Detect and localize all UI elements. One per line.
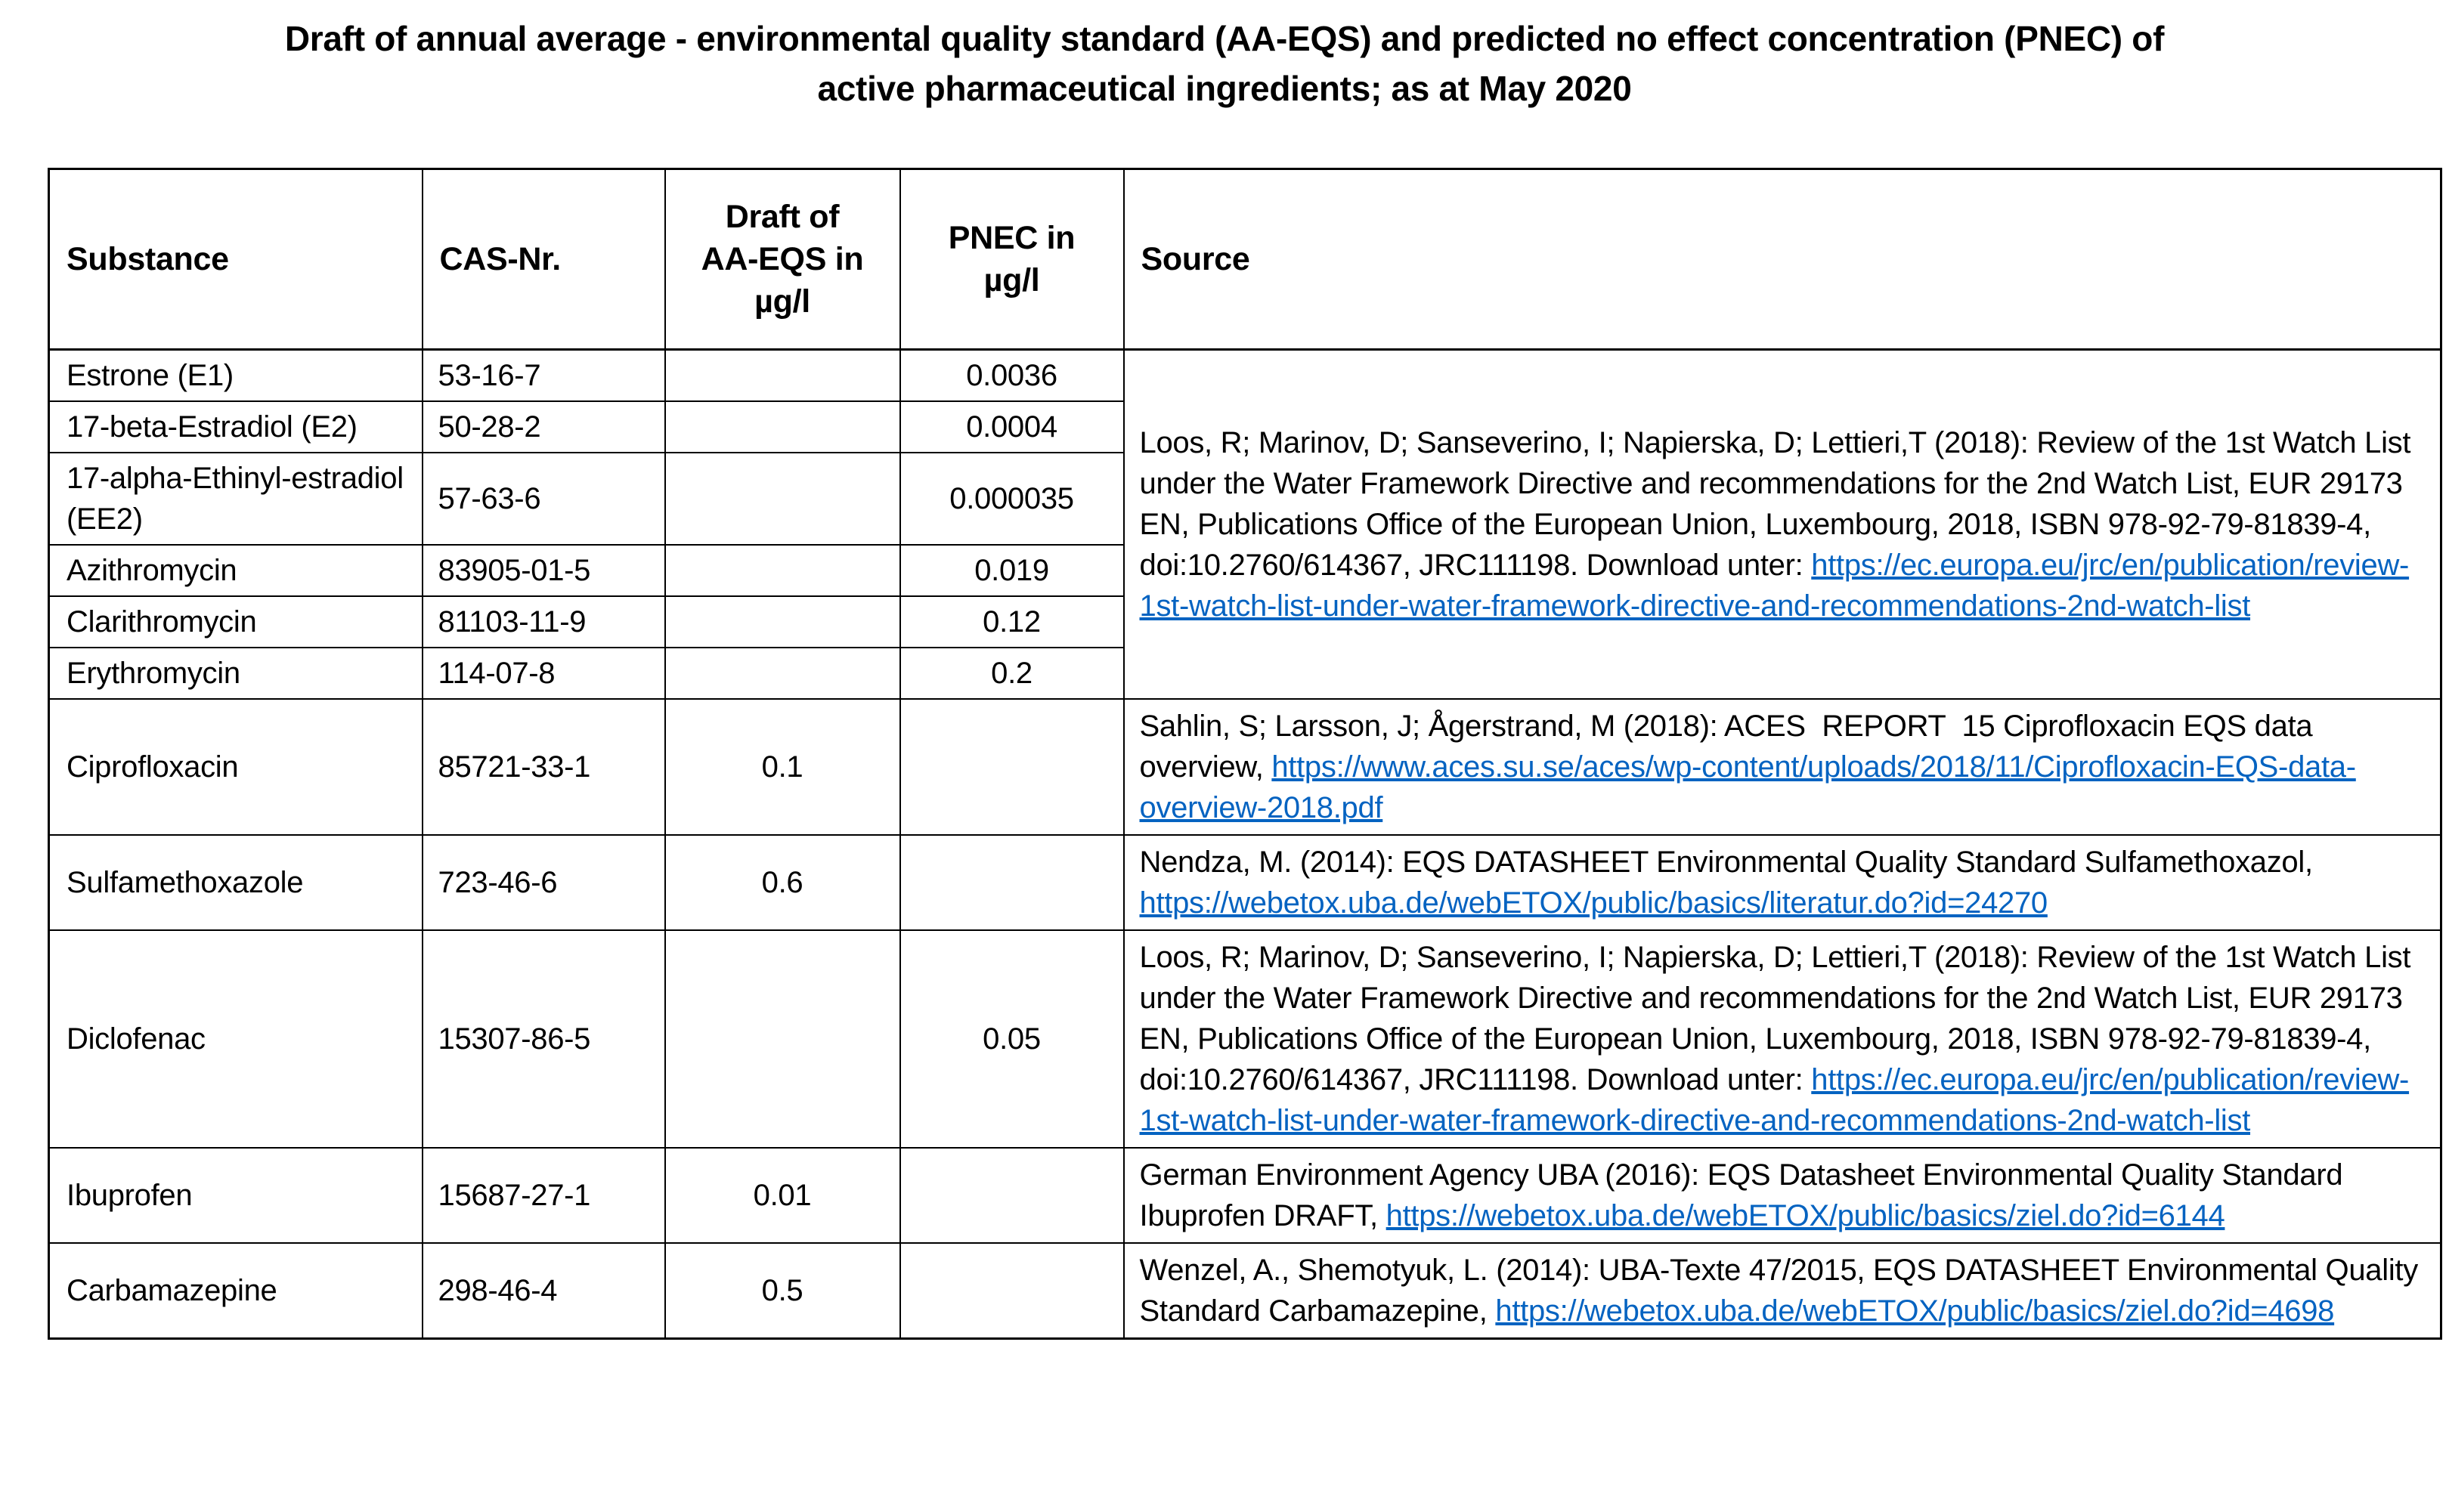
substance-cell: Ciprofloxacin: [48, 698, 423, 836]
substance-cell: Erythromycin: [48, 647, 423, 700]
source-link[interactable]: https://webetox.uba.de/webETOX/public/ba…: [1495, 1294, 2335, 1328]
source-link[interactable]: https://ec.europa.eu/jrc/en/publication/…: [1139, 549, 2410, 623]
aa-eqs-cell: 0.5: [664, 1242, 901, 1340]
substance-cell: Estrone (E1): [48, 348, 423, 402]
substance-cell: Azithromycin: [48, 544, 423, 597]
source-cell: Loos, R; Marinov, D; Sanseverino, I; Nap…: [1122, 348, 2442, 700]
aa-eqs-cell: [664, 400, 901, 453]
column-header-source: Source: [1122, 168, 2442, 351]
table-row: Carbamazepine 298-46-4 0.5 Wenzel, A., Shem…: [48, 1242, 2442, 1340]
document-page: Draft of annual average - environmental …: [0, 14, 2449, 1512]
table-row: Erythromycin 114-07-8 0.2: [48, 647, 2441, 700]
page-title: Draft of annual average - environmental …: [284, 19, 2165, 108]
table-row: 17-alpha-Ethinyl-estradiol (EE2) 57-63-6 0…: [48, 452, 2441, 546]
source-link[interactable]: https://webetox.uba.de/webETOX/public/ba…: [1385, 1199, 2225, 1232]
eqs-table-body: Estrone (E1) 53-16-7 0.0036 Loos, R; Marino…: [48, 348, 2442, 1340]
source-link[interactable]: https://ec.europa.eu/jrc/en/publication/…: [1139, 1063, 2410, 1137]
cas-cell: 57-63-6: [421, 452, 666, 546]
source-citation-text: German Environment Agency UBA (2016): EQ…: [1139, 1158, 2351, 1232]
aa-eqs-cell: 0.1: [664, 698, 901, 836]
substance-cell: Ibuprofen: [48, 1147, 423, 1244]
aa-eqs-cell: [664, 595, 901, 648]
column-header-cas-nr: CAS-Nr.: [421, 168, 666, 351]
cas-cell: 85721-33-1: [421, 698, 666, 836]
cas-cell: 50-28-2: [421, 400, 666, 453]
pnec-cell: 0.12: [899, 595, 1125, 648]
column-header-substance: Substance: [48, 168, 423, 351]
source-cell: Loos, R; Marinov, D; Sanseverino, I; Nap…: [1122, 929, 2442, 1149]
table-row: Estrone (E1) 53-16-7 0.0036 Loos, R; Marino…: [48, 348, 2442, 700]
source-citation-text: Wenzel, A., Shemotyuk, L. (2014): UBA-Te…: [1139, 1254, 2426, 1328]
aa-eqs-cell: [664, 452, 901, 546]
pnec-cell: [899, 834, 1125, 931]
aa-eqs-cell: [664, 544, 901, 597]
table-header-row: Substance CAS-Nr. Draft of AA-EQS in µg/…: [48, 168, 2442, 351]
aa-eqs-cell: [664, 929, 901, 1149]
table-row: Diclofenac 15307-86-5 0.05 Loos, R; Marinov…: [48, 929, 2442, 1149]
source-citation-text: Loos, R; Marinov, D; Sanseverino, I; Nap…: [1139, 941, 2420, 1096]
cas-cell: 114-07-8: [421, 647, 666, 700]
table-row: Clarithromycin 81103-11-9 0.12: [48, 595, 2441, 648]
pnec-cell: 0.0004: [899, 400, 1125, 453]
substance-cell: Diclofenac: [48, 929, 423, 1149]
source-link[interactable]: https://webetox.uba.de/webETOX/public/ba…: [1139, 886, 2048, 920]
table-row: Azithromycin 83905-01-5 0.019: [48, 544, 2441, 597]
table-row: Sulfamethoxazole 723-46-6 0.6 Nendza, M. (2…: [48, 834, 2442, 931]
substance-cell: Carbamazepine: [48, 1242, 423, 1340]
source-cell: Wenzel, A., Shemotyuk, L. (2014): UBA-Te…: [1122, 1242, 2442, 1340]
column-header-pnec: PNEC in µg/l: [899, 168, 1125, 351]
aa-eqs-cell: 0.6: [664, 834, 901, 931]
source-citation-text: Nendza, M. (2014): EQS DATASHEET Environ…: [1139, 846, 2321, 879]
cas-cell: 723-46-6: [421, 834, 666, 931]
source-citation-text: Loos, R; Marinov, D; Sanseverino, I; Nap…: [1139, 426, 2420, 582]
aa-eqs-cell: [664, 348, 901, 402]
pnec-cell: 0.0036: [899, 348, 1125, 402]
cas-cell: 81103-11-9: [421, 595, 666, 648]
source-link[interactable]: https://www.aces.su.se/aces/wp-content/u…: [1139, 750, 2357, 824]
pnec-cell: [899, 698, 1125, 836]
pnec-cell: 0.000035: [899, 452, 1125, 546]
table-row: Ciprofloxacin 85721-33-1 0.1 Sahlin, S; Lar…: [48, 698, 2442, 836]
eqs-table: Substance CAS-Nr. Draft of AA-EQS in µg/…: [48, 168, 2442, 1340]
aa-eqs-cell: [664, 647, 901, 700]
source-cell: German Environment Agency UBA (2016): EQ…: [1122, 1147, 2442, 1244]
cas-cell: 298-46-4: [421, 1242, 666, 1340]
substance-cell: Sulfamethoxazole: [48, 834, 423, 931]
substance-cell: Clarithromycin: [48, 595, 423, 648]
substance-cell: 17-beta-Estradiol (E2): [48, 400, 423, 453]
aa-eqs-cell: 0.01: [664, 1147, 901, 1244]
table-row: Ibuprofen 15687-27-1 0.01 German Environmen…: [48, 1147, 2442, 1244]
source-citation-text: Sahlin, S; Larsson, J; Ågerstrand, M (20…: [1139, 710, 2321, 784]
pnec-cell: 0.05: [899, 929, 1125, 1149]
pnec-cell: [899, 1147, 1125, 1244]
cas-cell: 15687-27-1: [421, 1147, 666, 1244]
column-header-aa-eqs: Draft of AA-EQS in µg/l: [664, 168, 901, 351]
pnec-cell: 0.2: [899, 647, 1125, 700]
source-cell: Sahlin, S; Larsson, J; Ågerstrand, M (20…: [1122, 698, 2442, 836]
cas-cell: 15307-86-5: [421, 929, 666, 1149]
table-row: 17-beta-Estradiol (E2) 50-28-2 0.0004: [48, 400, 2441, 453]
pnec-cell: [899, 1242, 1125, 1340]
source-cell: Nendza, M. (2014): EQS DATASHEET Environ…: [1122, 834, 2442, 931]
pnec-cell: 0.019: [899, 544, 1125, 597]
substance-cell: 17-alpha-Ethinyl-estradiol (EE2): [48, 452, 423, 546]
cas-cell: 53-16-7: [421, 348, 666, 402]
cas-cell: 83905-01-5: [421, 544, 666, 597]
